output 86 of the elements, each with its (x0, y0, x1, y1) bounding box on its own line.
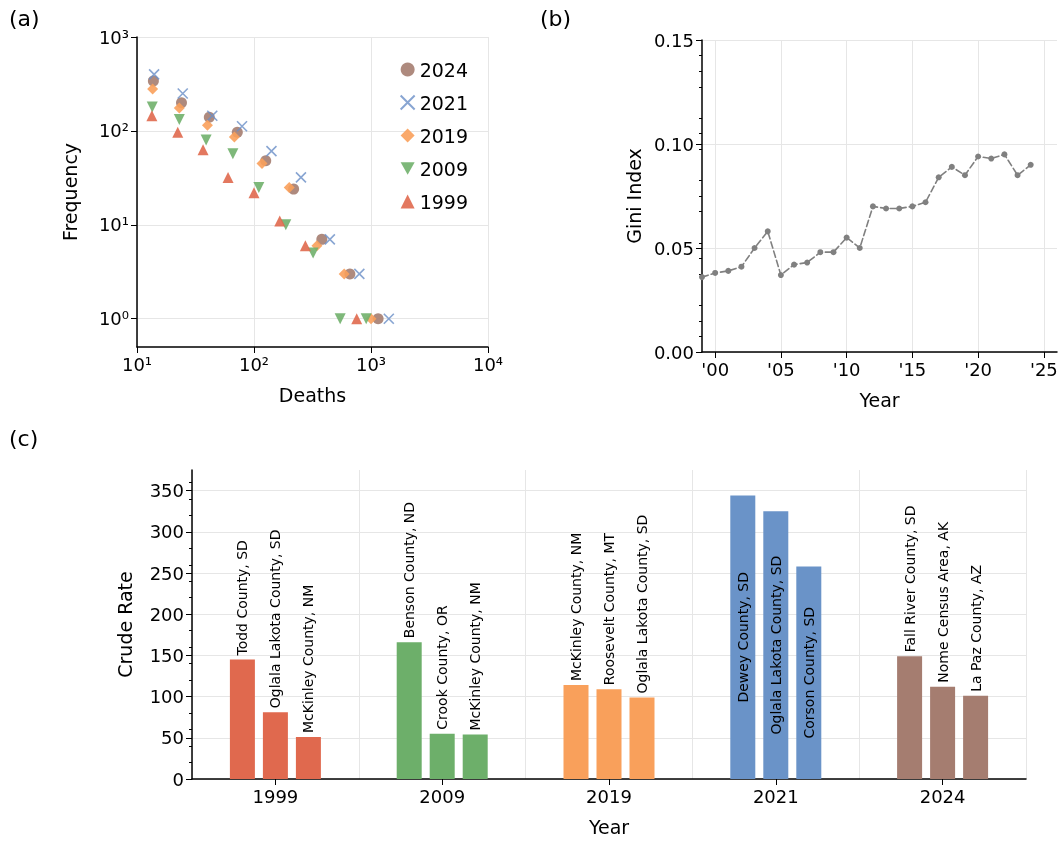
annotation: Nome Census Area, AK (934, 521, 951, 683)
point (725, 267, 732, 274)
point (869, 203, 876, 210)
point (975, 153, 982, 160)
point (1014, 172, 1021, 179)
annotation: Oglala Lakota County, SD (634, 514, 650, 694)
y-tick-label: 0.15 (653, 29, 694, 51)
annotation: Dewey County, SD (734, 571, 751, 703)
x-tick-label: 2024 (919, 785, 966, 807)
x-tick-label: 1999 (252, 785, 299, 807)
annotation: McKinley County, NM (467, 582, 484, 731)
annotation: McKinley County, NM (568, 532, 584, 682)
x-tick-label: 10² (238, 353, 270, 375)
legend-label: 1999 (419, 190, 469, 213)
y-tick-label: 150 (149, 644, 184, 666)
legend-label: 2019 (419, 124, 469, 147)
x-tick-label: 2019 (586, 785, 632, 807)
y-tick-label: 50 (161, 727, 184, 749)
y-axis-title: Crude Rate (113, 571, 136, 678)
point (883, 205, 890, 212)
x-axis-title: Year (587, 815, 630, 838)
chart-title: (a) (9, 5, 40, 31)
point (1001, 151, 1008, 158)
point (699, 274, 705, 281)
x-axis-title: Year (858, 388, 900, 411)
point (751, 245, 758, 251)
x-tick-label: 2009 (419, 785, 466, 807)
x-tick-label: '20 (964, 358, 993, 380)
point (791, 261, 798, 268)
legend-label: 2021 (419, 91, 469, 114)
point (948, 163, 955, 170)
y-tick-label: 250 (149, 562, 184, 584)
annotation: Crook County, OR (434, 604, 451, 730)
x-tick-label: 10⁴ (472, 353, 504, 375)
y-tick-label: 0.05 (653, 237, 694, 259)
x-tick-label: '10 (832, 358, 861, 380)
annotation: McKinley County, NM (300, 584, 317, 733)
chart-title: (b) (540, 5, 572, 31)
chart-title: (c) (9, 425, 39, 451)
y-tick-label: 10¹ (98, 214, 129, 236)
point (988, 155, 995, 162)
point (935, 174, 942, 181)
point (896, 205, 903, 212)
point (777, 272, 784, 279)
point (922, 199, 929, 206)
x-tick-label: 10¹ (121, 353, 153, 375)
y-tick-label: 0.00 (653, 341, 694, 363)
x-axis-title: Deaths (278, 383, 347, 406)
point (764, 228, 771, 235)
annotation: La Paz County, AZ (967, 564, 984, 692)
x-tick-label: '15 (898, 358, 927, 380)
point (909, 203, 916, 210)
annotation: Roosevelt County, MT (601, 532, 617, 686)
y-tick-label: 100 (149, 686, 184, 708)
point (830, 249, 837, 256)
point (843, 234, 850, 241)
x-tick-label: '00 (701, 358, 730, 380)
y-axis-title: Gini Index (622, 148, 645, 244)
legend-label: 2024 (419, 58, 469, 81)
point (1027, 161, 1034, 168)
point (804, 259, 811, 266)
annotation: Corson County, SD (800, 606, 817, 739)
y-tick-label: 10³ (98, 26, 129, 48)
point (738, 263, 745, 270)
point (712, 269, 719, 276)
y-tick-label: 10² (98, 120, 129, 142)
y-axis-title: Frequency (58, 142, 81, 242)
x-tick-label: '05 (766, 358, 795, 380)
y-tick-label: 0.10 (653, 133, 694, 155)
x-tick-label: '25 (1029, 358, 1058, 380)
annotation: Oglala Lakota County, SD (767, 555, 784, 735)
point (856, 245, 863, 251)
x-tick-label: 2021 (752, 785, 799, 807)
y-tick-label: 300 (149, 521, 184, 543)
legend-label: 2009 (419, 157, 469, 180)
annotation: Todd County, SD (234, 540, 251, 657)
annotation: Benson County, ND (401, 501, 418, 639)
y-tick-label: 0 (172, 768, 184, 790)
annotation: Fall River County, SD (901, 505, 918, 653)
point (961, 172, 968, 179)
y-tick-label: 200 (149, 603, 184, 625)
y-tick-label: 350 (149, 480, 184, 502)
y-tick-label: 10⁰ (98, 308, 129, 330)
annotation: Oglala Lakota County, SD (267, 529, 284, 709)
x-tick-label: 10³ (355, 353, 387, 375)
point (817, 249, 824, 256)
